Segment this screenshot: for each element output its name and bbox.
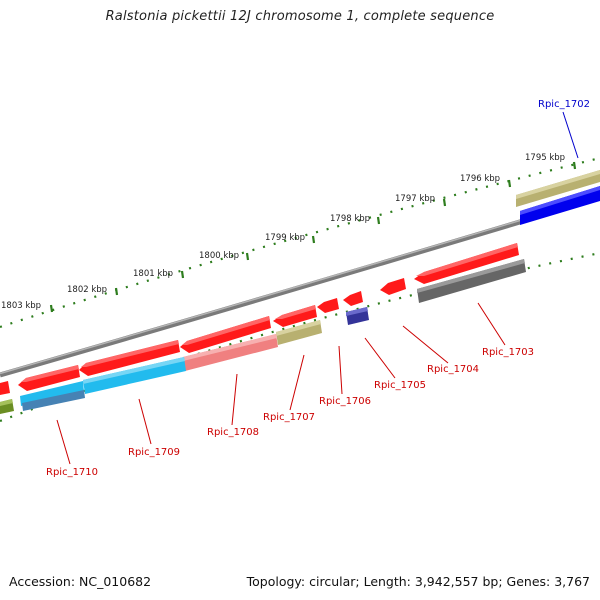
tick-label: 1802 kbp bbox=[67, 285, 107, 295]
label-rpic-1704: Rpic_1704 bbox=[427, 364, 479, 375]
leader-rpic-1706 bbox=[338, 345, 343, 395]
major-tick bbox=[49, 304, 54, 313]
upper-tick-ring bbox=[0, 156, 600, 329]
genome-summary-text: Topology: circular; Length: 3,942,557 bp… bbox=[246, 574, 590, 589]
leader-rpic-1710 bbox=[56, 419, 71, 465]
label-rpic-1703: Rpic_1703 bbox=[482, 347, 534, 358]
leader-rpic-1709 bbox=[138, 398, 152, 445]
gene-labels: Rpic_1702 Rpic_1703 Rpic_1704 Rpic_1705 … bbox=[46, 99, 590, 478]
leader-rpic-1703 bbox=[477, 302, 506, 346]
gene-green-left-edge-shade bbox=[0, 399, 13, 406]
label-rpic-1708: Rpic_1708 bbox=[207, 427, 259, 438]
gene-rpic-1706 bbox=[317, 298, 339, 313]
label-rpic-1709: Rpic_1709 bbox=[128, 447, 180, 458]
gene-rpic-1708-shade bbox=[182, 316, 270, 345]
major-tick bbox=[442, 198, 447, 207]
accession-text: Accession: NC_010682 bbox=[9, 574, 152, 589]
major-tick bbox=[180, 270, 185, 279]
major-tick bbox=[245, 252, 250, 261]
leader-rpic-1705 bbox=[364, 337, 396, 379]
label-rpic-1702: Rpic_1702 bbox=[538, 99, 590, 110]
major-tick bbox=[572, 161, 577, 170]
upper-strand-genes bbox=[0, 170, 600, 395]
gene-cyan-lower-shade bbox=[83, 357, 185, 384]
gene-olive-lower-shade bbox=[276, 320, 321, 336]
major-tick bbox=[311, 235, 316, 244]
tick-label: 1797 kbp bbox=[395, 194, 435, 204]
gene-cyan-lower-left bbox=[20, 381, 84, 406]
major-tick bbox=[507, 179, 512, 188]
leader-lines bbox=[56, 111, 579, 465]
tick-label: 1801 kbp bbox=[133, 269, 173, 279]
tick-label: 1798 kbp bbox=[330, 214, 370, 224]
major-tick bbox=[376, 216, 381, 225]
gene-rpic-1704 bbox=[380, 278, 406, 295]
gene-rpic-1709-shade bbox=[81, 340, 179, 367]
tick-label: 1803 kbp bbox=[1, 301, 41, 311]
gene-red-left-edge bbox=[0, 381, 10, 395]
gene-steel-lower bbox=[22, 390, 85, 411]
gene-pink-lower-shade bbox=[183, 334, 277, 361]
lower-strand-genes bbox=[0, 259, 526, 414]
tick-label: 1795 kbp bbox=[525, 153, 565, 163]
gene-navy-lower-shade bbox=[346, 307, 368, 316]
label-rpic-1707: Rpic_1707 bbox=[263, 412, 315, 423]
major-ticks bbox=[49, 161, 577, 313]
leader-rpic-1704 bbox=[402, 325, 449, 364]
gene-gray-lower-shade bbox=[417, 259, 525, 293]
map-title: Ralstonia pickettii 12J chromosome 1, co… bbox=[105, 9, 495, 24]
label-rpic-1706: Rpic_1706 bbox=[319, 396, 371, 407]
leader-rpic-1707 bbox=[289, 354, 305, 411]
gene-rpic-1710-shade bbox=[21, 365, 79, 382]
gene-olive-upper-shade bbox=[516, 170, 600, 199]
chromosome-backbone-highlight bbox=[0, 195, 600, 375]
gene-rpic-1707-shade bbox=[275, 305, 316, 319]
gene-rpic-1705 bbox=[343, 291, 363, 306]
label-rpic-1705: Rpic_1705 bbox=[374, 380, 426, 391]
leader-rpic-1702 bbox=[562, 111, 579, 159]
tick-labels: 1795 kbp 1796 kbp 1797 kbp 1798 kbp 1799 kbp… bbox=[1, 153, 565, 311]
chromosome-backbone bbox=[0, 195, 600, 378]
label-rpic-1710: Rpic_1710 bbox=[46, 467, 98, 478]
tick-label: 1796 kbp bbox=[460, 174, 500, 184]
tick-label: 1800 kbp bbox=[199, 251, 239, 261]
gene-rpic-1703-shade bbox=[416, 243, 518, 276]
tick-label: 1799 kbp bbox=[265, 233, 305, 243]
leader-rpic-1708 bbox=[231, 373, 238, 426]
major-tick bbox=[114, 287, 119, 296]
gene-rpic-1702-shade bbox=[520, 186, 600, 215]
